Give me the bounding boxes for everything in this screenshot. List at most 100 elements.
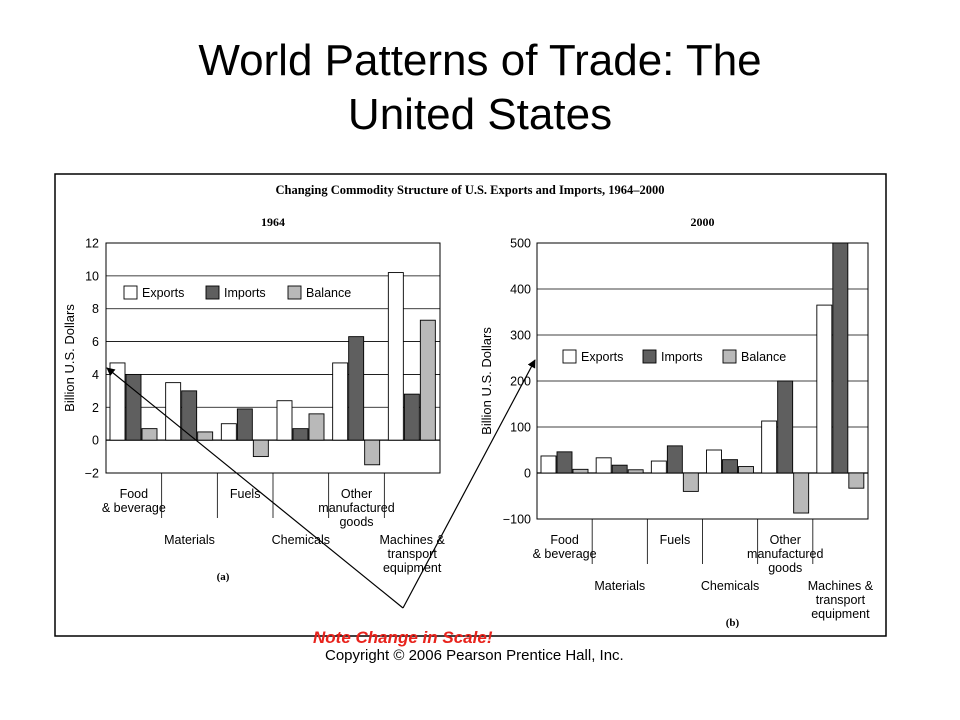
x-category-label-line: & beverage bbox=[102, 501, 166, 515]
bar-balance-4 bbox=[738, 466, 754, 474]
x-category-label-line: Other bbox=[341, 487, 372, 501]
bar-exports-2 bbox=[595, 457, 612, 474]
legend-swatch-balance bbox=[722, 349, 737, 364]
x-category-label: Materials bbox=[164, 533, 215, 547]
bar-exports-3 bbox=[220, 423, 237, 441]
bar-balance-1 bbox=[141, 428, 158, 441]
x-category-label-line: equipment bbox=[383, 561, 442, 575]
y-tick-label: 8 bbox=[92, 302, 99, 316]
bar-imports-3 bbox=[236, 408, 253, 441]
bar-exports-5 bbox=[761, 420, 778, 474]
bar-imports-2 bbox=[611, 464, 628, 474]
scale-change-note: Note Change in Scale! bbox=[313, 628, 493, 647]
bar-imports-1 bbox=[125, 373, 142, 441]
bar-balance-6 bbox=[848, 472, 865, 489]
bar-imports-3 bbox=[666, 445, 683, 474]
x-category-label-line: manufactured bbox=[318, 501, 394, 515]
chart-panel-1964: 1964 −2 0 2 4 6 8 10 12 Billion U.S. Dollars Food &… bbox=[62, 215, 445, 583]
x-category-label-line: goods bbox=[768, 561, 802, 575]
y-tick-label: 0 bbox=[524, 467, 531, 481]
y-tick-label: 4 bbox=[92, 368, 99, 382]
x-category-label: Materials bbox=[594, 579, 645, 593]
y-tick-label: 0 bbox=[92, 434, 99, 448]
bar-exports-3 bbox=[650, 460, 667, 474]
x-category-label: Machines & transport equipment bbox=[380, 533, 446, 575]
x-category-label-line: transport bbox=[387, 547, 437, 561]
bar-exports-1 bbox=[540, 455, 557, 474]
bar-balance-2 bbox=[197, 431, 214, 441]
x-category-label: Chemicals bbox=[701, 579, 759, 593]
x-category-label-line: Machines & bbox=[808, 579, 874, 593]
legend-label-imports: Imports bbox=[661, 350, 703, 364]
copyright-text: Copyright © 2006 Pearson Prentice Hall, … bbox=[325, 647, 624, 664]
y-axis-title: Billion U.S. Dollars bbox=[479, 327, 494, 435]
x-category-label-line: Fuels bbox=[230, 487, 261, 501]
bar-exports-6 bbox=[816, 304, 833, 474]
bar-exports-2 bbox=[165, 382, 182, 441]
arrow-to-1964-axis bbox=[106, 367, 404, 609]
x-category-label: Machines & transport equipment bbox=[808, 579, 874, 621]
x-category-label: Fuels bbox=[660, 533, 691, 547]
legend-label-imports: Imports bbox=[224, 286, 266, 300]
arrow-to-2000-axis bbox=[402, 359, 536, 609]
bar-exports-1 bbox=[109, 362, 126, 441]
slide-title: World Patterns of Trade: The United Stat… bbox=[0, 34, 960, 142]
y-tick-label: 12 bbox=[85, 237, 99, 251]
x-category-label-line: equipment bbox=[811, 607, 870, 621]
bar-balance-6 bbox=[419, 319, 436, 441]
bar-exports-4 bbox=[276, 400, 293, 441]
x-category-label-line: transport bbox=[816, 593, 866, 607]
legend-label-exports: Exports bbox=[581, 350, 623, 364]
bar-balance-3 bbox=[682, 472, 699, 492]
x-category-label-line: Fuels bbox=[660, 533, 691, 547]
x-category-label: Other manufactured goods bbox=[747, 533, 823, 575]
y-axis-title: Billion U.S. Dollars bbox=[62, 304, 77, 412]
legend-swatch-exports bbox=[123, 285, 138, 300]
bar-imports-5 bbox=[348, 336, 365, 441]
bar-balance-1 bbox=[572, 468, 589, 474]
x-category-label-line: Other bbox=[770, 533, 801, 547]
bar-imports-1 bbox=[556, 451, 573, 474]
chart-title: 2000 bbox=[691, 215, 715, 229]
bar-exports-4 bbox=[706, 449, 722, 474]
x-category-label: Fuels bbox=[230, 487, 261, 501]
x-category-label: Chemicals bbox=[272, 533, 330, 547]
legend-label-balance: Balance bbox=[741, 350, 786, 364]
slide-title-line-2: United States bbox=[347, 90, 613, 139]
legend-swatch-imports bbox=[642, 349, 657, 364]
bar-balance-2 bbox=[627, 469, 644, 474]
bar-exports-5 bbox=[332, 362, 349, 441]
y-tick-label: 300 bbox=[510, 329, 531, 343]
x-category-label-line: Food bbox=[550, 533, 579, 547]
x-category-label-line: Materials bbox=[594, 579, 645, 593]
y-tick-label: 10 bbox=[85, 269, 99, 283]
y-tick-label: 400 bbox=[510, 283, 531, 297]
x-category-label-line: Chemicals bbox=[272, 533, 330, 547]
x-category-label-line: Materials bbox=[164, 533, 215, 547]
legend-swatch-exports bbox=[562, 349, 577, 364]
x-category-label-line: Machines & bbox=[380, 533, 446, 547]
x-category-label: Food & beverage bbox=[102, 487, 166, 515]
bar-balance-4 bbox=[308, 413, 325, 441]
chart-title: 1964 bbox=[261, 215, 285, 229]
slide-title-line-1: World Patterns of Trade: The bbox=[198, 36, 762, 85]
bar-exports-6 bbox=[387, 272, 404, 441]
x-category-label: Other manufactured goods bbox=[318, 487, 394, 529]
bar-balance-5 bbox=[364, 439, 381, 466]
legend-swatch-balance bbox=[287, 285, 302, 300]
bar-imports-4 bbox=[292, 428, 309, 441]
legend-swatch-imports bbox=[205, 285, 220, 300]
bar-imports-2 bbox=[181, 390, 198, 441]
y-tick-label: 2 bbox=[92, 401, 99, 415]
panel-label: (b) bbox=[726, 617, 740, 629]
panel-label: (a) bbox=[217, 571, 230, 583]
x-category-label: Food & beverage bbox=[533, 533, 597, 561]
x-category-label-line: manufactured bbox=[747, 547, 823, 561]
annotation-arrows bbox=[106, 359, 536, 609]
bar-imports-6 bbox=[832, 242, 849, 474]
bar-balance-3 bbox=[252, 439, 269, 458]
y-tick-label: 100 bbox=[510, 421, 531, 435]
y-tick-label: −100 bbox=[503, 513, 531, 527]
